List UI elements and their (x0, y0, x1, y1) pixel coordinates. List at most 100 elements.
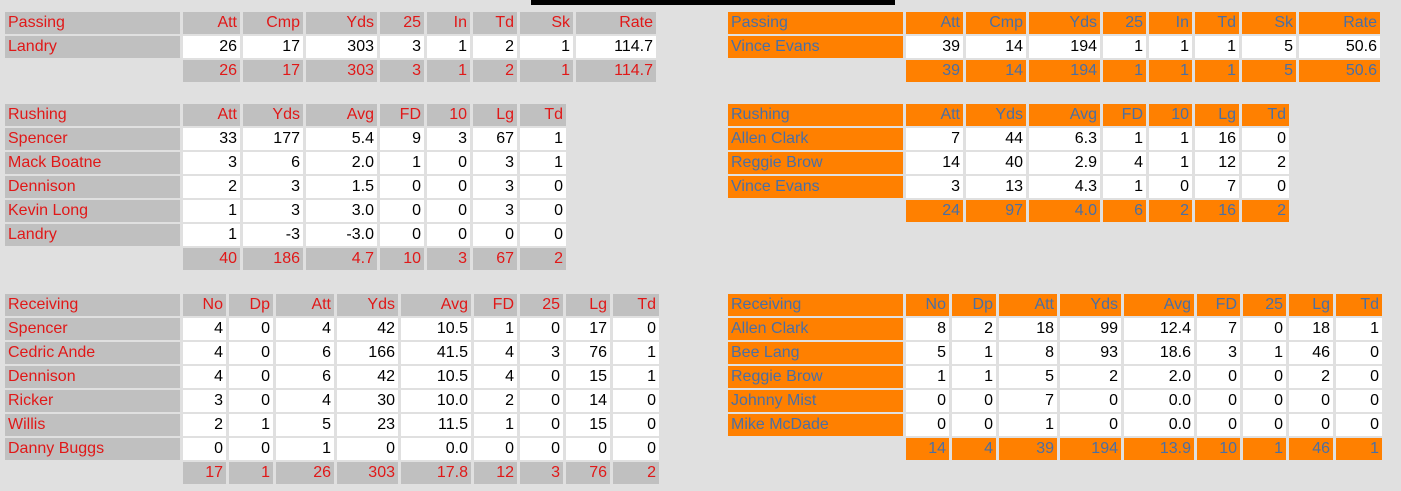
total-cell: 2 (1242, 200, 1289, 222)
stat-cell: 0.0 (401, 438, 471, 460)
column-header: 25 (1103, 12, 1146, 34)
total-cell: 46 (1289, 438, 1333, 460)
stat-cell: 5 (906, 342, 949, 364)
stat-cell: 14 (966, 36, 1026, 58)
player-row: Landry 1 -3 -3.0 0 0 0 0 (5, 224, 566, 246)
stat-cell: 1 (520, 152, 566, 174)
stat-cell: 0 (952, 390, 996, 412)
player-name: Spencer (5, 318, 180, 340)
column-header: Cmp (966, 12, 1026, 34)
stat-cell: 1 (613, 366, 659, 388)
stat-cell: 0 (380, 176, 424, 198)
stat-cell: 0 (952, 414, 996, 436)
total-cell: 14 (966, 60, 1026, 82)
stat-cell: -3 (243, 224, 303, 246)
stat-cell: 0.0 (1124, 414, 1194, 436)
total-cell: 4.0 (1029, 200, 1100, 222)
stat-cell: 14 (566, 390, 610, 412)
total-cell: 303 (306, 60, 377, 82)
column-header: Dp (229, 294, 273, 316)
stat-cell: 0 (520, 224, 566, 246)
stat-cell: 0 (427, 200, 470, 222)
column-header: Avg (401, 294, 471, 316)
stat-cell: 0 (1197, 390, 1240, 412)
stat-cell: 1 (1195, 36, 1239, 58)
column-header: Td (520, 104, 566, 126)
column-header: Yds (1029, 12, 1100, 34)
stat-cell: 2 (473, 36, 517, 58)
stat-cell: 10.5 (401, 318, 471, 340)
column-header: Td (613, 294, 659, 316)
stat-cell: 4.3 (1029, 176, 1100, 198)
stat-cell: 0 (427, 224, 470, 246)
stat-cell: 16 (1195, 128, 1239, 150)
stat-cell: 0 (520, 438, 563, 460)
stat-cell: 0 (337, 438, 398, 460)
stat-cell: 15 (566, 414, 610, 436)
section-title: Receiving (728, 294, 903, 316)
stat-cell: 15 (566, 366, 610, 388)
column-header: No (183, 294, 226, 316)
stat-cell: 6 (276, 342, 334, 364)
stat-cell: 0 (1336, 366, 1382, 388)
stat-cell: 166 (337, 342, 398, 364)
stat-cell: 1.5 (306, 176, 377, 198)
stat-cell: 3 (243, 176, 303, 198)
stat-cell: 33 (183, 128, 240, 150)
stat-cell: 0 (229, 438, 273, 460)
stat-cell: 1 (183, 200, 240, 222)
stat-cell: 1 (1103, 128, 1146, 150)
stat-cell: 0 (1197, 414, 1240, 436)
totals-spacer (5, 462, 180, 484)
totals-row: 17 1 26 303 17.8 12 3 76 2 (5, 462, 659, 484)
column-header: 25 (380, 12, 424, 34)
stat-cell: 2 (952, 318, 996, 340)
stat-cell: 0 (1060, 390, 1121, 412)
total-cell: 4 (952, 438, 996, 460)
stat-cell: 0 (1197, 366, 1240, 388)
stat-cell: 0 (427, 176, 470, 198)
player-name: Allen Clark (728, 128, 903, 150)
player-row: Spencer 4 0 4 42 10.5 1 0 17 0 (5, 318, 659, 340)
total-cell: 13.9 (1124, 438, 1194, 460)
stat-cell: 3 (520, 342, 563, 364)
stat-cell: 1 (999, 414, 1057, 436)
stat-cell: 42 (337, 318, 398, 340)
stat-cell: 11.5 (401, 414, 471, 436)
total-cell: 50.6 (1299, 60, 1380, 82)
stat-cell: 0 (520, 200, 566, 222)
section-title: Passing (728, 12, 903, 34)
player-row: Reggie Brow 1 1 5 2 2.0 0 0 2 0 (728, 366, 1382, 388)
stat-cell: 0 (427, 152, 470, 174)
player-name: Danny Buggs (5, 438, 180, 460)
stat-cell: 4 (276, 318, 334, 340)
stat-cell: 2 (183, 414, 226, 436)
stat-cell: 76 (566, 342, 610, 364)
player-name: Mack Boatne (5, 152, 180, 174)
player-name: Reggie Brow (728, 152, 903, 174)
player-name: Spencer (5, 128, 180, 150)
player-row: Mack Boatne 3 6 2.0 1 0 3 1 (5, 152, 566, 174)
stat-cell: 3 (473, 200, 517, 222)
player-row: Danny Buggs 0 0 1 0 0.0 0 0 0 0 (5, 438, 659, 460)
total-cell: 39 (999, 438, 1057, 460)
totals-row: 40 186 4.7 10 3 67 2 (5, 248, 566, 270)
stat-cell: 7 (906, 128, 963, 150)
column-header: FD (380, 104, 424, 126)
player-row: Vince Evans 39 14 194 1 1 1 5 50.6 (728, 36, 1380, 58)
column-header: Yds (306, 12, 377, 34)
stat-cell: 4 (1103, 152, 1146, 174)
stat-cell: 2.9 (1029, 152, 1100, 174)
top-black-bar (531, 0, 895, 5)
player-row: Spencer 33 177 5.4 9 3 67 1 (5, 128, 566, 150)
stat-cell: 42 (337, 366, 398, 388)
total-cell: 17 (183, 462, 226, 484)
column-header: 25 (1243, 294, 1286, 316)
total-cell: 1 (1103, 60, 1146, 82)
section-title: Passing (5, 12, 180, 34)
player-name: Vince Evans (728, 176, 903, 198)
stat-cell: 7 (1195, 176, 1239, 198)
total-cell: 26 (276, 462, 334, 484)
stat-cell: 18.6 (1124, 342, 1194, 364)
stat-cell: 7 (999, 390, 1057, 412)
